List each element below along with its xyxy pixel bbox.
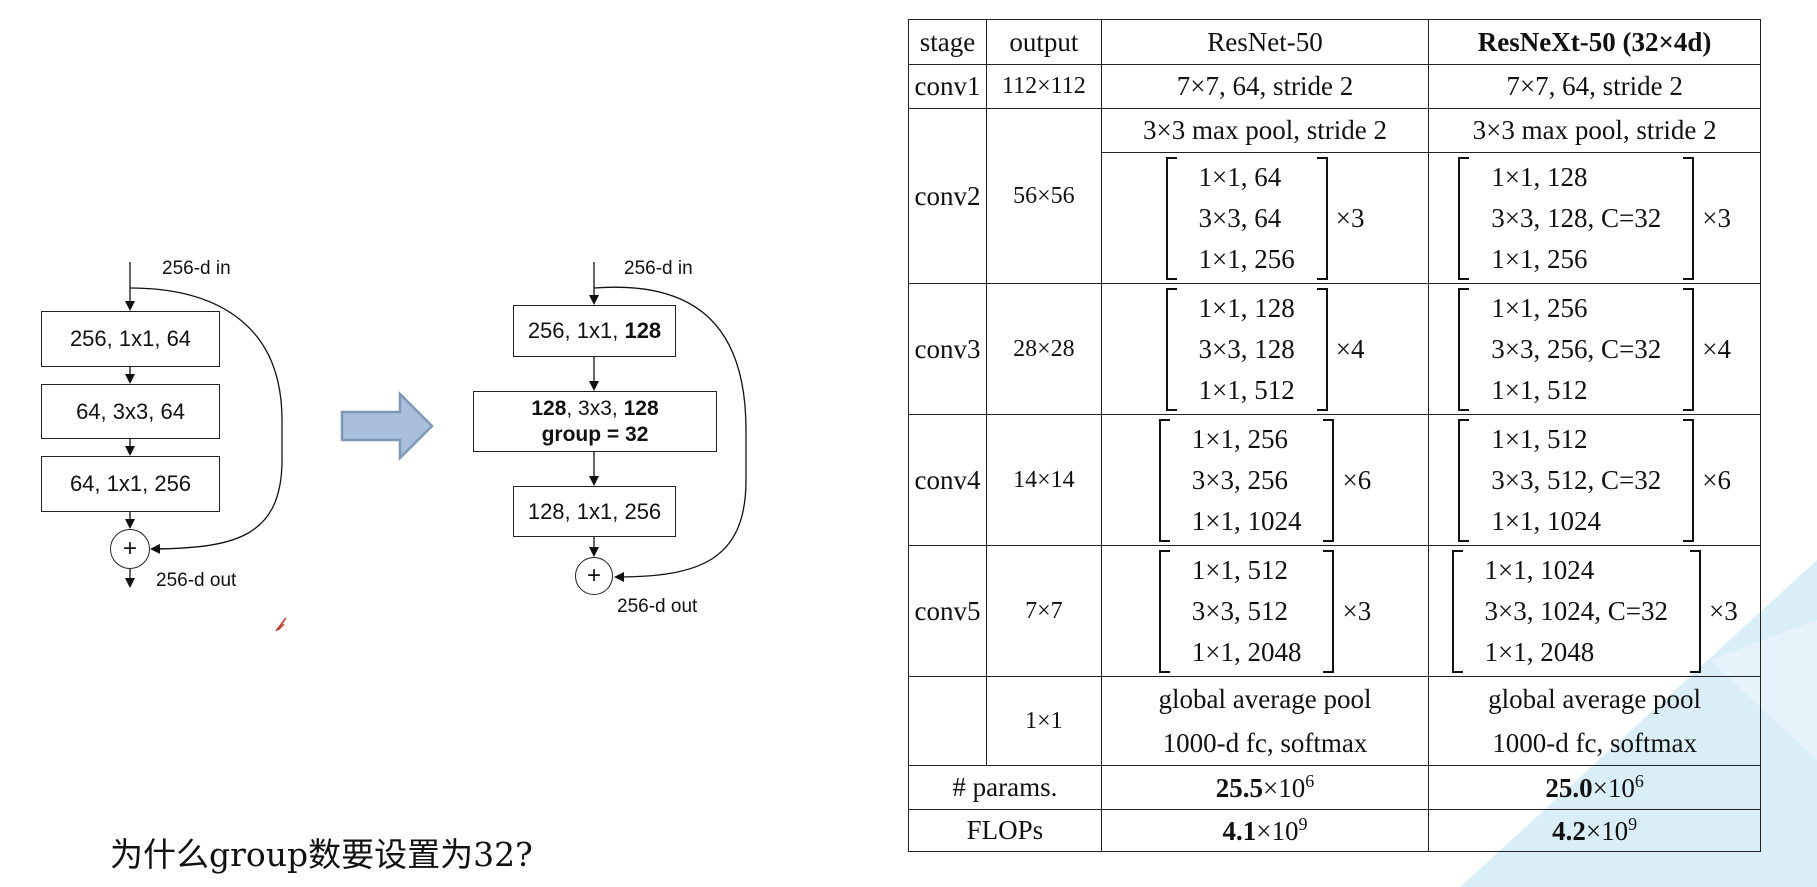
left-layer-1: 256, 1x1, 64 bbox=[41, 311, 220, 367]
resnext-conv2-block: 1×1, 128 3×3, 128, C=32 1×1, 256 ×3 bbox=[1428, 152, 1761, 284]
resnet-conv5-block: 1×1, 512 3×3, 512 1×1, 2048 ×3 bbox=[1100, 545, 1430, 677]
stage-conv4: conv4 bbox=[908, 414, 987, 546]
resnext-conv1: 7×7, 64, stride 2 bbox=[1428, 64, 1761, 109]
resnet-conv4-block: 1×1, 256 3×3, 256 1×1, 1024 ×6 bbox=[1100, 414, 1430, 546]
resnext-conv2-pool: 3×3 max pool, stride 2 bbox=[1428, 108, 1761, 153]
header-stage: stage bbox=[908, 19, 987, 65]
header-resnext: ResNeXt-50 (32×4d) bbox=[1428, 19, 1761, 65]
table-row-conv2-block: 1×1, 64 3×3, 64 1×1, 256 ×3 1×1, 128 3×3, 1… bbox=[909, 152, 1761, 284]
stage-conv2: conv2 bbox=[908, 108, 987, 284]
resnet-conv2-pool: 3×3 max pool, stride 2 bbox=[1100, 108, 1430, 153]
resnet-conv3-block: 1×1, 128 3×3, 128 1×1, 512 ×4 bbox=[1100, 283, 1430, 415]
block-diagrams: 256-d in 256, 1x1, 64 64, 3x3, 64 64, 1x… bbox=[0, 0, 880, 700]
table-row-conv1: conv1 112×112 7×7, 64, stride 2 7×7, 64,… bbox=[908, 64, 1761, 109]
table-row-flops: FLOPs 4.1×109 4.2×109 bbox=[908, 809, 1761, 852]
architecture-table: stage output ResNet-50 ResNeXt-50 (32×4d… bbox=[908, 19, 1761, 852]
table-header-row: stage output ResNet-50 ResNeXt-50 (32×4d… bbox=[908, 19, 1761, 65]
table-row-final: 1×1 global average pool 1000-d fc, softma… bbox=[908, 676, 1761, 766]
resnext-params: 25.0×106 bbox=[1428, 765, 1761, 810]
stage-final bbox=[908, 676, 987, 766]
table-row-params: # params. 25.5×106 25.0×106 bbox=[908, 765, 1761, 810]
left-add-node: + bbox=[110, 529, 150, 569]
resnet-flops: 4.1×109 bbox=[1100, 809, 1430, 852]
flops-label: FLOPs bbox=[908, 809, 1102, 852]
right-layer-2-grouped: 128, 3x3, 128 group = 32 bbox=[473, 391, 717, 452]
output-conv3: 28×28 bbox=[985, 283, 1102, 415]
table-row-conv2-pool: conv2 56×56 3×3 max pool, stride 2 3×3 m… bbox=[908, 108, 1761, 284]
table-row-conv4: conv4 14×14 1×1, 256 3×3, 256 1×1, 1024 ×6… bbox=[908, 414, 1761, 546]
header-resnet: ResNet-50 bbox=[1100, 19, 1430, 65]
left-layer-2: 64, 3x3, 64 bbox=[41, 384, 220, 439]
table-row-conv3: conv3 28×28 1×1, 128 3×3, 128 1×1, 512 ×4 … bbox=[908, 283, 1761, 415]
resnext-flops: 4.2×109 bbox=[1428, 809, 1761, 852]
output-conv4: 14×14 bbox=[985, 414, 1102, 546]
right-in-label: 256-d in bbox=[624, 258, 693, 279]
resnext-conv4-block: 1×1, 512 3×3, 512, C=32 1×1, 1024 ×6 bbox=[1428, 414, 1761, 546]
right-add-node: + bbox=[575, 557, 613, 595]
resnext-conv3-block: 1×1, 256 3×3, 256, C=32 1×1, 512 ×4 bbox=[1428, 283, 1761, 415]
header-output: output bbox=[985, 19, 1102, 65]
right-out-label: 256-d out bbox=[617, 596, 698, 617]
left-in-label: 256-d in bbox=[162, 258, 231, 279]
stage-conv5: conv5 bbox=[908, 545, 987, 677]
output-conv2: 56×56 bbox=[985, 108, 1102, 284]
resnet-conv2-block: 1×1, 64 3×3, 64 1×1, 256 ×3 bbox=[1100, 152, 1430, 284]
stage-conv1: conv1 bbox=[908, 64, 987, 109]
diagram-connectors bbox=[125, 262, 747, 632]
left-layer-3: 64, 1x1, 256 bbox=[41, 456, 220, 512]
resnet-params: 25.5×106 bbox=[1100, 765, 1430, 810]
params-label: # params. bbox=[908, 765, 1102, 810]
output-conv5: 7×7 bbox=[985, 545, 1102, 677]
right-layer-3: 128, 1x1, 256 bbox=[513, 486, 676, 537]
output-conv1: 112×112 bbox=[985, 64, 1102, 109]
table-row-conv5: conv5 7×7 1×1, 512 3×3, 512 1×1, 2048 ×3 1… bbox=[908, 545, 1761, 677]
resnet-final: global average pool 1000-d fc, softmax bbox=[1100, 676, 1430, 766]
question-text: 为什么group数要设置为32? bbox=[110, 835, 533, 874]
output-final: 1×1 bbox=[985, 676, 1102, 766]
resnext-conv5-block: 1×1, 1024 3×3, 1024, C=32 1×1, 2048 ×3 bbox=[1428, 545, 1761, 677]
resnext-final: global average pool 1000-d fc, softmax bbox=[1428, 676, 1761, 766]
stage-conv3: conv3 bbox=[908, 283, 987, 415]
right-layer-1: 256, 1x1, 128 bbox=[513, 305, 676, 357]
left-out-label: 256-d out bbox=[156, 570, 237, 591]
resnet-conv1: 7×7, 64, stride 2 bbox=[1100, 64, 1430, 109]
transform-arrow bbox=[340, 390, 434, 462]
